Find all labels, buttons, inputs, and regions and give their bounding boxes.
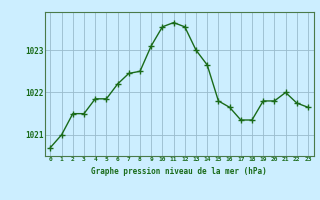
X-axis label: Graphe pression niveau de la mer (hPa): Graphe pression niveau de la mer (hPa) — [91, 167, 267, 176]
